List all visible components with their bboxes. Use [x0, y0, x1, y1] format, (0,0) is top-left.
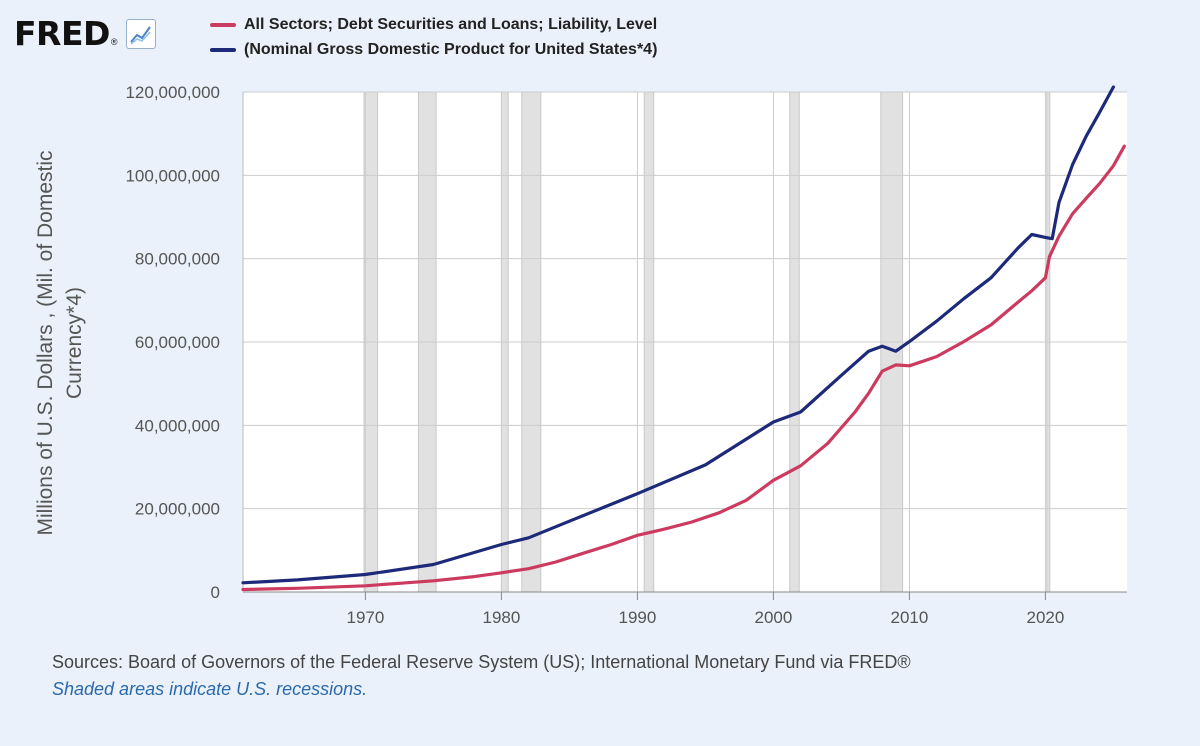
y-tick-label: 100,000,000 — [125, 166, 220, 185]
legend-swatch-debt — [210, 22, 236, 27]
line-chart-icon — [125, 18, 156, 49]
y-tick-label: 20,000,000 — [135, 500, 220, 519]
y-tick-label: 60,000,000 — [135, 333, 220, 352]
legend-item-gdp[interactable]: (Nominal Gross Domestic Product for Unit… — [210, 37, 657, 62]
recession-note[interactable]: Shaded areas indicate U.S. recessions. — [52, 679, 368, 699]
series-line-debt — [241, 144, 1126, 592]
series-line-gdp — [241, 85, 1116, 585]
y-tick-label: 0 — [211, 583, 220, 602]
logo-text: FRED — [14, 14, 110, 53]
chart-header: FRED ® All Sectors; Debt Securities and … — [14, 8, 1184, 72]
logo-registered-mark: ® — [110, 37, 118, 47]
x-tick-label: 1990 — [618, 608, 656, 627]
x-tick-label: 1980 — [482, 608, 520, 627]
line-chart[interactable]: 0 20,000,000 40,000,000 60,000,000 80,000,00… — [0, 0, 1200, 640]
legend-item-debt[interactable]: All Sectors; Debt Securities and Loans; … — [210, 12, 657, 37]
x-tick-label: 2020 — [1026, 608, 1064, 627]
fred-logo[interactable]: FRED ® — [14, 14, 156, 53]
sources-text: Sources: Board of Governors of the Feder… — [52, 652, 911, 672]
legend-label-debt: All Sectors; Debt Securities and Loans; … — [244, 15, 658, 33]
y-tick-label: 80,000,000 — [135, 250, 220, 269]
y-tick-label: 120,000,000 — [125, 83, 220, 102]
x-tick-label: 2010 — [890, 608, 928, 627]
x-tick-label: 2000 — [754, 608, 792, 627]
x-tick-label: 1970 — [346, 608, 384, 627]
y-tick-label: 40,000,000 — [135, 416, 220, 435]
chart-legend: All Sectors; Debt Securities and Loans; … — [210, 12, 657, 62]
legend-swatch-gdp — [210, 47, 236, 52]
legend-label-gdp: (Nominal Gross Domestic Product for Unit… — [244, 40, 658, 58]
chart-footer: Sources: Board of Governors of the Feder… — [52, 652, 911, 700]
